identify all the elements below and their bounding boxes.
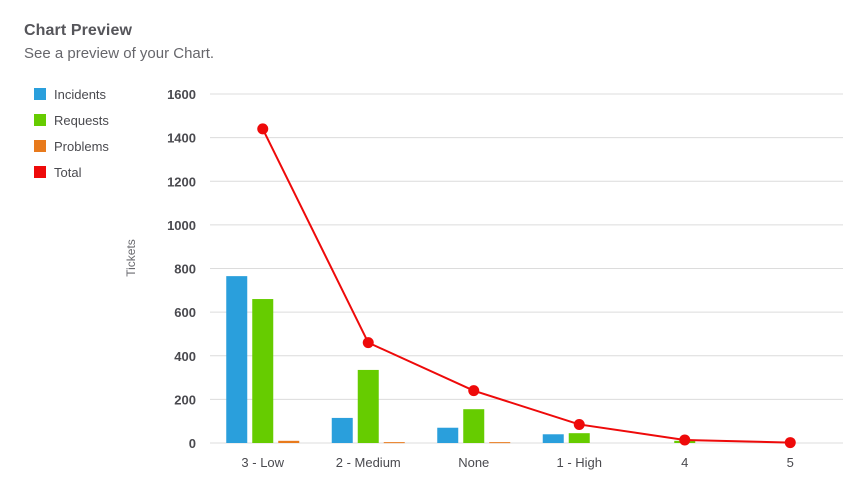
chart-gridlines	[210, 93, 843, 444]
bar-requests[interactable]	[357, 369, 379, 443]
total-line	[261, 128, 791, 444]
chart-legend: Incidents Requests Problems Total	[34, 81, 109, 185]
y-tick-label: 0	[189, 436, 196, 451]
bar-incidents[interactable]	[331, 417, 353, 443]
x-tick-label: 1 - High	[556, 455, 602, 470]
page-title: Chart Preview	[24, 22, 133, 39]
bar-requests[interactable]	[252, 299, 274, 443]
total-point-marker[interactable]	[573, 418, 585, 430]
y-tick-label: 1400	[167, 131, 196, 146]
y-tick-label: 600	[174, 305, 196, 320]
x-tick-label: 3 - Low	[241, 455, 284, 470]
x-tick-label: 5	[787, 455, 794, 470]
bar-incidents[interactable]	[437, 427, 459, 443]
legend-swatch-icon	[34, 88, 46, 100]
bar-series	[226, 276, 696, 444]
x-tick-label: None	[458, 455, 489, 470]
legend-item-requests[interactable]: Requests	[34, 107, 109, 133]
bar-incidents[interactable]	[542, 434, 564, 443]
y-tick-label: 800	[174, 262, 196, 277]
legend-label: Total	[54, 164, 82, 180]
legend-label: Requests	[54, 112, 109, 128]
legend-item-total[interactable]: Total	[34, 159, 109, 185]
legend-label: Problems	[54, 138, 109, 154]
y-tick-label: 400	[174, 349, 196, 364]
x-axis-ticks: 3 - Low 2 - Medium None 1 - High 4 5	[241, 455, 793, 470]
x-tick-label: 4	[681, 455, 688, 470]
total-point-marker[interactable]	[784, 437, 796, 449]
y-axis-label: Tickets	[124, 239, 138, 277]
bar-requests[interactable]	[463, 409, 485, 443]
y-tick-label: 1200	[167, 174, 196, 189]
total-point-marker[interactable]	[679, 434, 691, 446]
chart-header: Chart Preview See a preview of your Char…	[24, 20, 214, 65]
legend-swatch-icon	[34, 166, 46, 178]
bar-requests[interactable]	[568, 433, 590, 443]
bar-problems[interactable]	[489, 442, 511, 444]
legend-item-problems[interactable]: Problems	[34, 133, 109, 159]
legend-swatch-icon	[34, 114, 46, 126]
total-point-marker[interactable]	[257, 123, 269, 135]
x-tick-label: 2 - Medium	[336, 455, 401, 470]
total-point-marker[interactable]	[468, 385, 480, 397]
bar-incidents[interactable]	[226, 276, 248, 443]
bar-problems[interactable]	[383, 442, 405, 444]
total-line-series	[257, 123, 796, 449]
bar-problems[interactable]	[278, 440, 300, 443]
y-tick-label: 200	[174, 392, 196, 407]
y-tick-label: 1000	[167, 218, 196, 233]
y-axis-ticks: 0 200 400 600 800 1000 1200 1400 1600	[167, 87, 196, 451]
legend-swatch-icon	[34, 140, 46, 152]
legend-label: Incidents	[54, 86, 107, 102]
legend-item-incidents[interactable]: Incidents	[34, 81, 109, 107]
page-subtitle: See a preview of your Chart.	[24, 45, 215, 62]
total-point-marker[interactable]	[362, 337, 374, 349]
y-tick-label: 1600	[167, 87, 196, 102]
